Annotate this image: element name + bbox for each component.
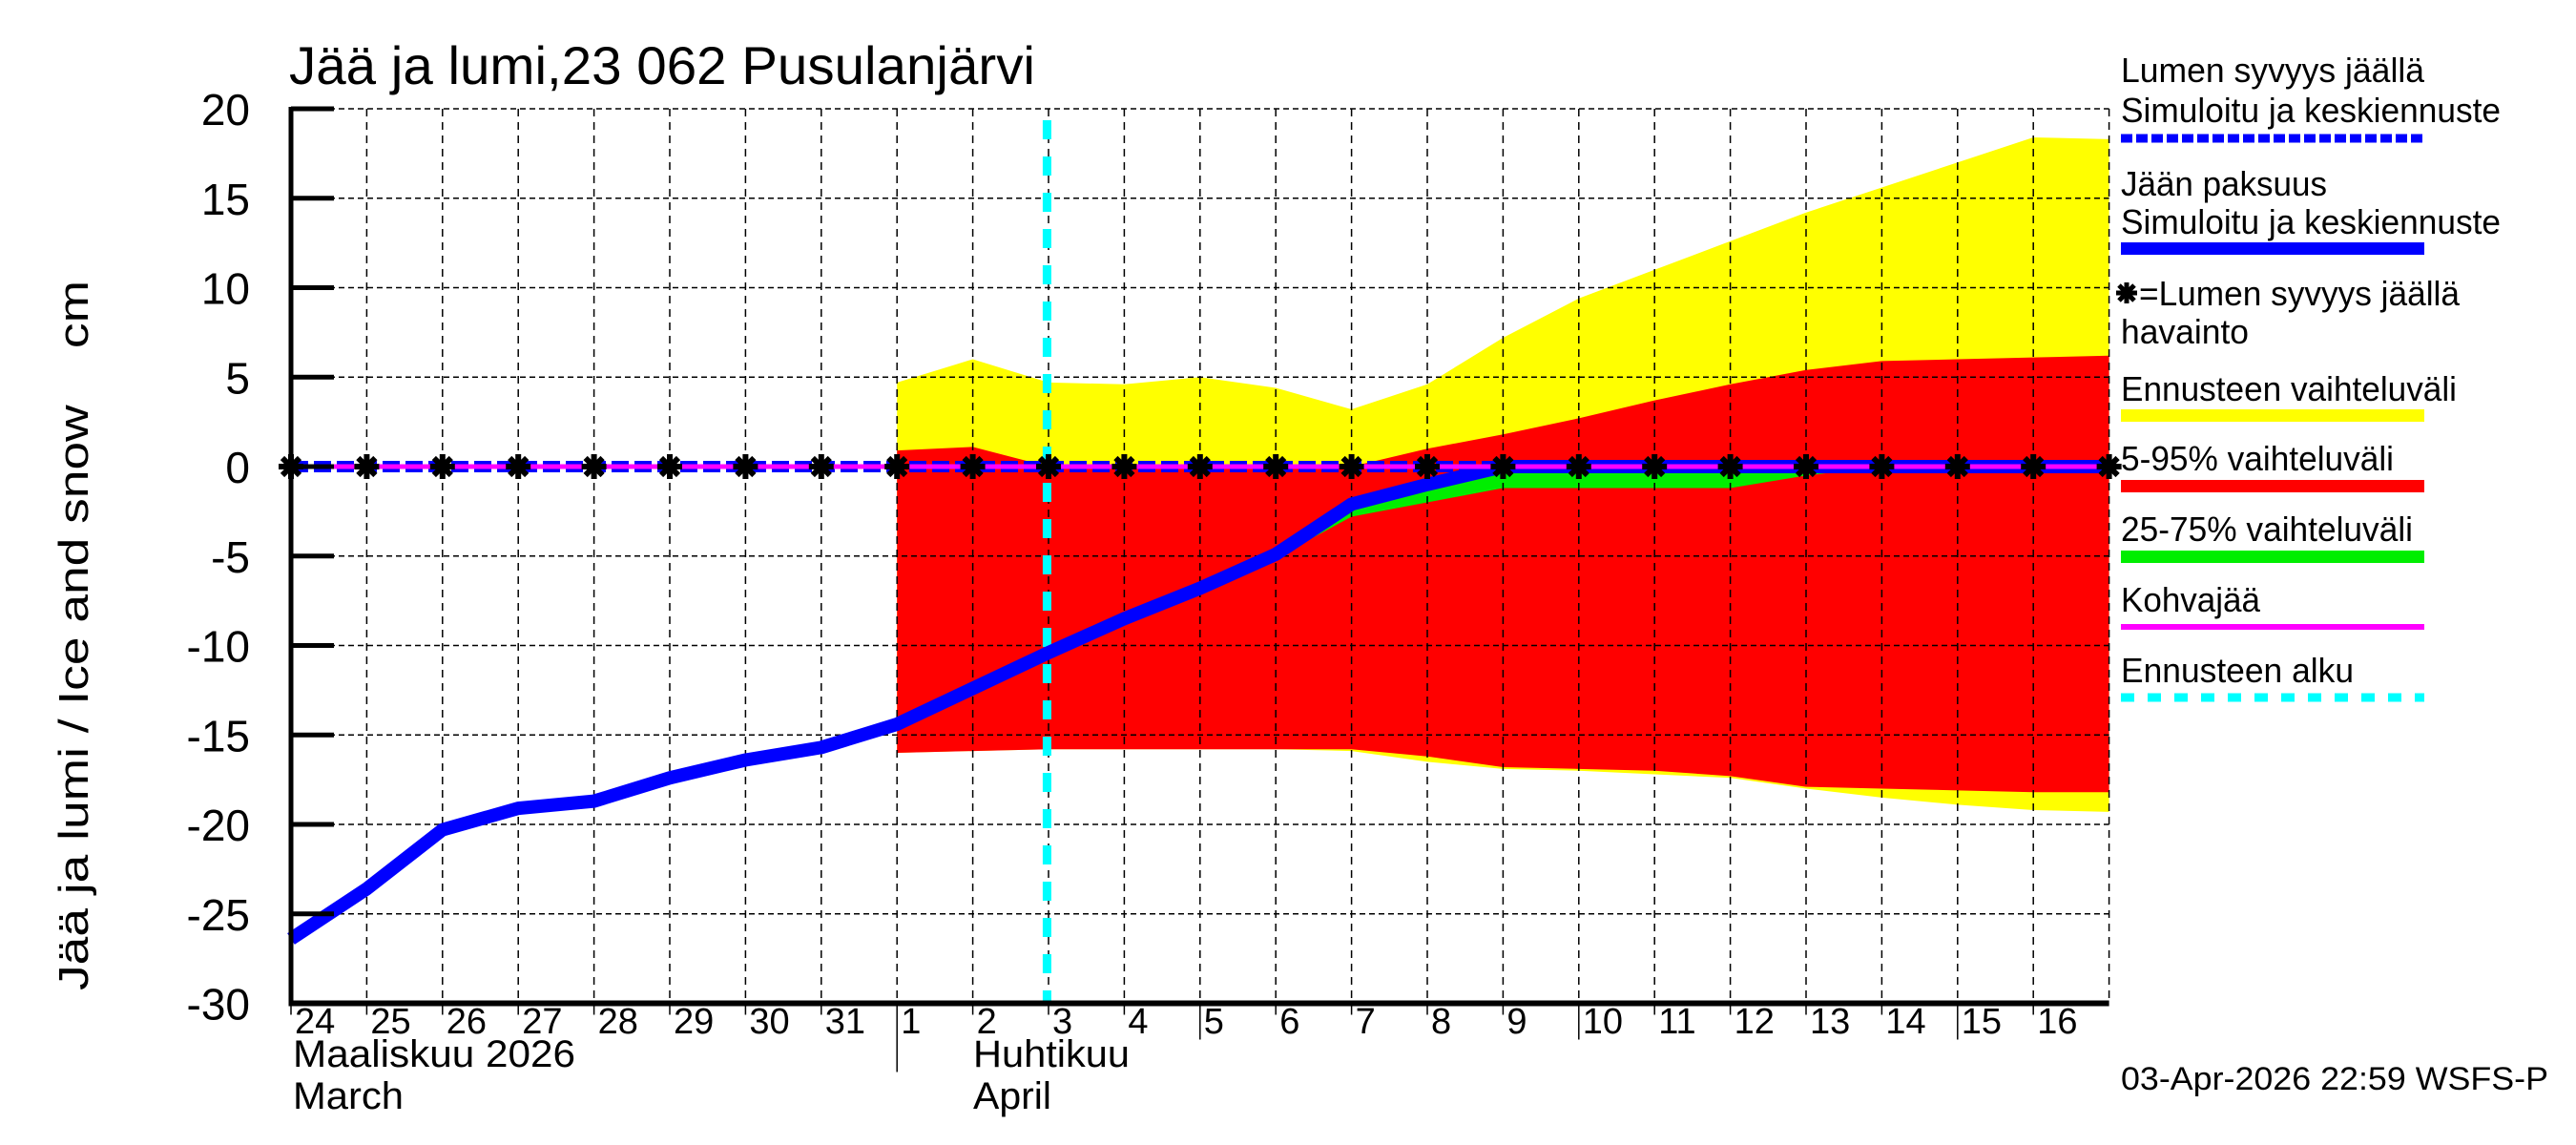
x-tick-label: 10 (1583, 1002, 1623, 1042)
legend-forecast-start: Ennusteen alku (2121, 651, 2354, 690)
snow-observation-asterisk-icon (1566, 454, 1591, 479)
timestamp: 03-Apr-2026 22:59 WSFS-P (2121, 1061, 2548, 1097)
legend-range-5-95-swatch (2121, 480, 2424, 492)
legend-snow-obs-title: =Lumen syvyys jäällä (2139, 274, 2461, 313)
y-tick-label: -20 (187, 801, 250, 850)
x-tick-label: 9 (1506, 1002, 1527, 1042)
snow-observation-asterisk-icon (581, 454, 607, 479)
y-tick-label: -30 (187, 980, 250, 1030)
x-tick-label: 16 (2037, 1002, 2077, 1042)
y-tick-label: -15 (187, 711, 250, 760)
snow-observation-asterisk-icon (1415, 454, 1440, 479)
legend-ice-subtitle: Simuloitu ja keskiennuste (2121, 202, 2501, 241)
data-lines (279, 120, 2122, 1004)
x-tick-label: 7 (1356, 1002, 1376, 1042)
y-tick-label: -5 (211, 532, 250, 582)
y-tick-label: 10 (201, 264, 250, 314)
legend-range-5-95: 5-95% vaihteluväli (2121, 439, 2394, 478)
month-label-march-fi: Maaliskuu 2026 (293, 1033, 575, 1075)
x-tick-label: 25 (370, 1002, 410, 1042)
x-tick-label: 29 (674, 1002, 714, 1042)
x-tick-label: 8 (1431, 1002, 1451, 1042)
snow-observation-asterisk-icon (1869, 454, 1895, 479)
y-tick-label: 15 (201, 175, 250, 224)
x-tick-label: 15 (1962, 1002, 2002, 1042)
x-tick-label: 28 (598, 1002, 638, 1042)
snow-observation-asterisk-icon (1263, 454, 1289, 479)
snow-observation-asterisk-icon (1036, 454, 1061, 479)
legend-snow-sim-title: Lumen syvyys jäällä (2121, 51, 2425, 90)
snow-observation-asterisk-icon (354, 454, 380, 479)
x-tick-label: 2 (977, 1002, 997, 1042)
legend: Lumen syvyys jäällä Simuloitu ja keskien… (2116, 51, 2501, 702)
snow-observation-asterisk-icon (1187, 454, 1213, 479)
snow-observation-asterisk-icon (808, 454, 834, 479)
x-tick-label: 27 (522, 1002, 562, 1042)
legend-range-25-75-swatch (2121, 551, 2424, 563)
x-tick-label: 30 (749, 1002, 789, 1042)
y-tick-label: 5 (225, 353, 250, 403)
snow-observation-asterisk-icon (1111, 454, 1137, 479)
snow-observation-asterisk-icon (506, 454, 531, 479)
y-tick-label: 0 (225, 443, 250, 492)
snow-observation-asterisk-icon (1717, 454, 1743, 479)
month-label-april-fi: Huhtikuu (973, 1033, 1130, 1075)
x-tick-labels: 24 25 26 27 28 29 30 31 1 2 3 4 5 6 7 8 9 10 11 12 13 14 15 16 (295, 1002, 2077, 1042)
legend-slush-ice: Kohvajää (2121, 580, 2261, 619)
snow-observation-asterisk-icon (1794, 454, 1818, 479)
legend-ice-title: Jään paksuus (2121, 164, 2327, 203)
snow-observation-asterisk-icon (2021, 454, 2046, 479)
snow-observation-asterisk-icon (1339, 454, 1364, 479)
snow-observation-asterisk-icon (429, 454, 455, 479)
x-tick-label: 31 (825, 1002, 865, 1042)
snow-observation-asterisk-icon (1944, 454, 1970, 479)
snow-observation-asterisk-icon (884, 454, 910, 479)
x-tick-label: 12 (1735, 1002, 1775, 1042)
x-tick-label: 11 (1658, 1002, 1695, 1042)
snow-observation-asterisk-icon (960, 454, 986, 479)
y-tick-label: 20 (201, 85, 250, 135)
x-tick-label: 5 (1204, 1002, 1224, 1042)
x-tick-label: 13 (1810, 1002, 1850, 1042)
snow-observation-asterisk-icon (1642, 454, 1668, 479)
chart-title: Jää ja lumi,23 062 Pusulanjärvi (289, 35, 1035, 95)
legend-ice-swatch (2121, 242, 2424, 255)
y-tick-label: -10 (187, 622, 250, 672)
x-tick-label: 14 (1885, 1002, 1925, 1042)
y-tick-labels: 20 15 10 5 0 -5 -10 -15 -20 -25 -30 (187, 85, 250, 1030)
legend-slush-ice-swatch (2121, 624, 2424, 630)
snow-observation-asterisk-icon (2096, 454, 2122, 479)
snow-observation-asterisk-icon (657, 454, 682, 479)
y-axis-label: Jää ja lumi / Ice and snow cm (51, 281, 97, 990)
x-tick-label: 6 (1279, 1002, 1299, 1042)
legend-range-full-swatch (2121, 409, 2424, 422)
x-tick-label: 1 (901, 1002, 921, 1042)
y-tick-label: -25 (187, 890, 250, 940)
axes (288, 106, 2109, 1072)
asterisk-icon (2116, 282, 2137, 303)
legend-snow-sim-subtitle: Simuloitu ja keskiennuste (2121, 91, 2501, 130)
x-tick-label: 26 (447, 1002, 487, 1042)
snow-observation-asterisk-icon (733, 454, 758, 479)
legend-range-full: Ennusteen vaihteluväli (2121, 369, 2457, 408)
x-tick-label: 4 (1128, 1002, 1148, 1042)
legend-snow-obs-subtitle: havainto (2121, 312, 2249, 351)
x-tick-label: 3 (1052, 1002, 1072, 1042)
month-label-april-en: April (973, 1075, 1051, 1117)
x-tick-label: 24 (295, 1002, 335, 1042)
snow-observation-asterisk-icon (1490, 454, 1516, 479)
month-label-march-en: March (293, 1075, 404, 1117)
legend-range-25-75: 25-75% vaihteluväli (2121, 510, 2413, 549)
